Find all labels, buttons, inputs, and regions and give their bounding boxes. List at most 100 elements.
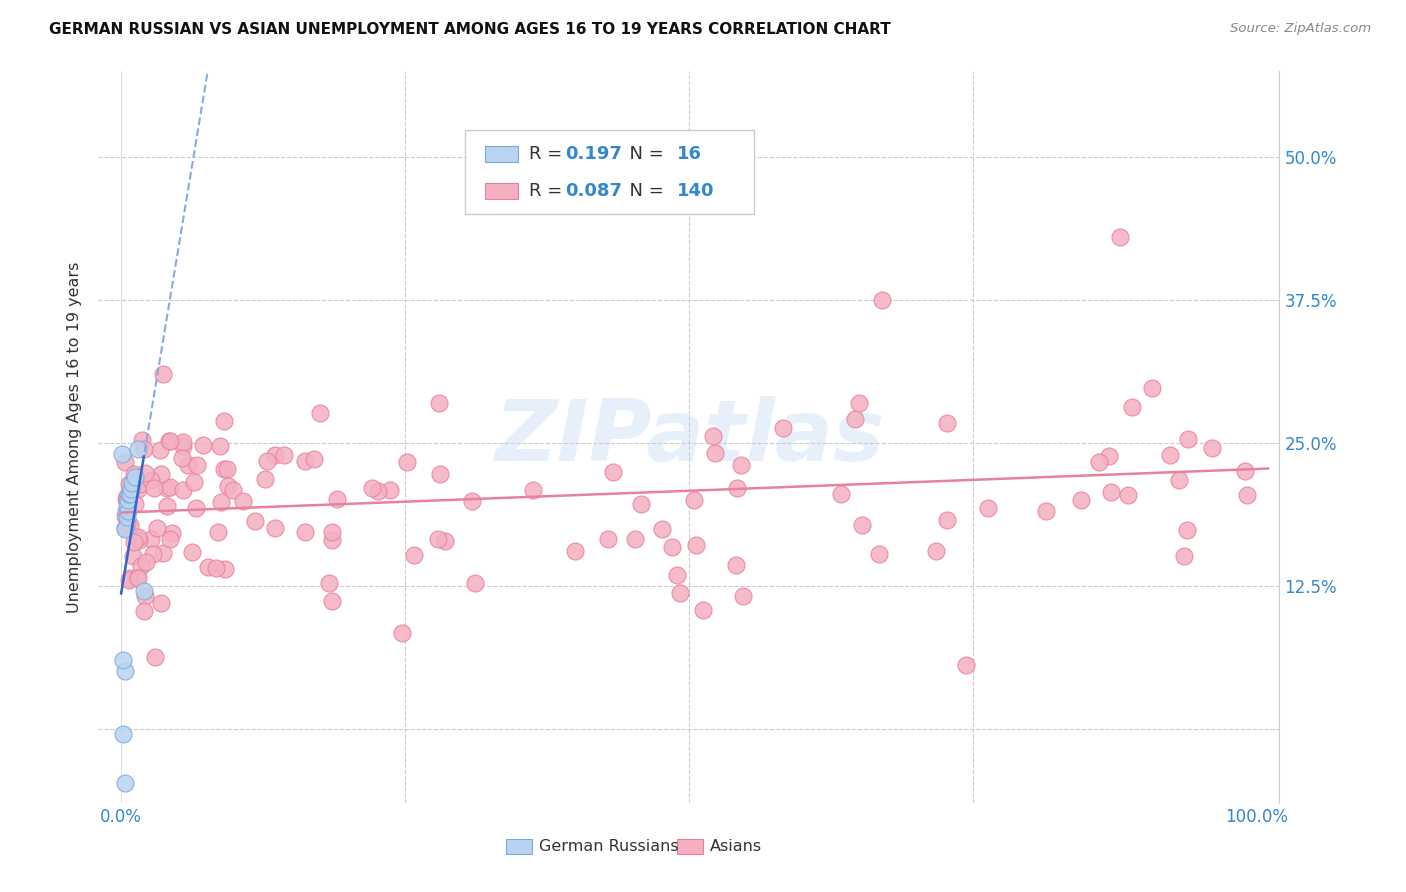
Point: [215, 461, 238, 475]
Point: [177, 458, 200, 473]
Point: [184, 500, 207, 515]
Point: [321, 525, 343, 540]
Point: [851, 517, 873, 532]
Point: [127, 571, 149, 585]
Point: [294, 454, 316, 468]
Point: [318, 575, 340, 590]
Point: [661, 540, 683, 554]
Point: [294, 524, 316, 539]
Point: [127, 571, 149, 585]
Point: [122, 535, 145, 549]
Point: [112, 653, 135, 667]
Point: [844, 412, 866, 426]
Point: [157, 434, 180, 448]
Point: [131, 434, 153, 448]
Point: [115, 510, 138, 524]
Point: [180, 545, 202, 559]
Point: [114, 521, 136, 535]
Point: [124, 497, 146, 511]
Point: [124, 467, 146, 481]
Point: [114, 504, 136, 518]
Point: [666, 567, 689, 582]
Point: [256, 454, 278, 468]
Point: [143, 650, 166, 665]
Point: [114, 665, 136, 679]
Point: [120, 572, 142, 586]
Point: [156, 481, 179, 495]
Point: [725, 558, 748, 572]
Point: [378, 483, 401, 498]
Point: [120, 480, 142, 494]
Point: [152, 367, 174, 381]
Point: [115, 491, 138, 506]
Point: [149, 442, 172, 457]
Point: [120, 487, 142, 501]
Point: [122, 549, 145, 563]
Point: [1140, 381, 1163, 395]
Text: 140: 140: [678, 182, 714, 200]
Point: [321, 593, 343, 607]
Point: [231, 494, 253, 508]
Point: [243, 514, 266, 528]
Point: [135, 555, 157, 569]
Point: [1087, 455, 1109, 469]
Bar: [506, 839, 531, 854]
Point: [1168, 473, 1191, 487]
Point: [326, 491, 349, 506]
Point: [925, 544, 948, 558]
Point: [683, 492, 706, 507]
Text: ZIPatlas: ZIPatlas: [494, 395, 884, 479]
Point: [117, 494, 139, 508]
Point: [128, 533, 150, 547]
Point: [1159, 448, 1181, 462]
Point: [205, 561, 228, 575]
Point: [692, 603, 714, 617]
Point: [704, 446, 727, 460]
Text: 0.197: 0.197: [565, 145, 621, 163]
Text: R =: R =: [530, 145, 568, 163]
Point: [731, 589, 754, 603]
Point: [170, 451, 193, 466]
Point: [602, 465, 624, 479]
Text: N =: N =: [619, 182, 669, 200]
Bar: [485, 183, 517, 199]
Point: [128, 476, 150, 491]
Point: [304, 451, 326, 466]
Point: [134, 442, 156, 456]
Point: [117, 492, 139, 507]
Point: [1201, 441, 1223, 455]
Point: [1173, 549, 1195, 564]
Point: [112, 727, 135, 741]
Point: [1118, 488, 1140, 502]
Point: [114, 455, 136, 469]
Point: [630, 497, 652, 511]
Point: [117, 504, 139, 518]
Point: [433, 534, 456, 549]
Point: [207, 524, 229, 539]
Text: German Russians: German Russians: [538, 839, 679, 855]
Point: [121, 475, 143, 490]
Point: [273, 448, 295, 462]
Point: [936, 416, 959, 430]
Point: [115, 516, 138, 530]
Point: [208, 439, 231, 453]
Point: [191, 438, 214, 452]
Point: [361, 481, 384, 495]
Point: [309, 406, 332, 420]
Point: [222, 483, 245, 497]
Point: [596, 532, 619, 546]
Point: [564, 544, 586, 558]
Point: [114, 776, 136, 790]
Point: [725, 481, 748, 495]
Point: [132, 584, 155, 599]
Point: [702, 429, 724, 443]
Point: [830, 487, 852, 501]
FancyBboxPatch shape: [464, 130, 754, 214]
Point: [870, 293, 893, 307]
Text: 0.087: 0.087: [565, 182, 621, 200]
Point: [117, 489, 139, 503]
Point: [395, 454, 418, 468]
Point: [186, 458, 208, 472]
Point: [391, 625, 413, 640]
Text: R =: R =: [530, 182, 568, 200]
